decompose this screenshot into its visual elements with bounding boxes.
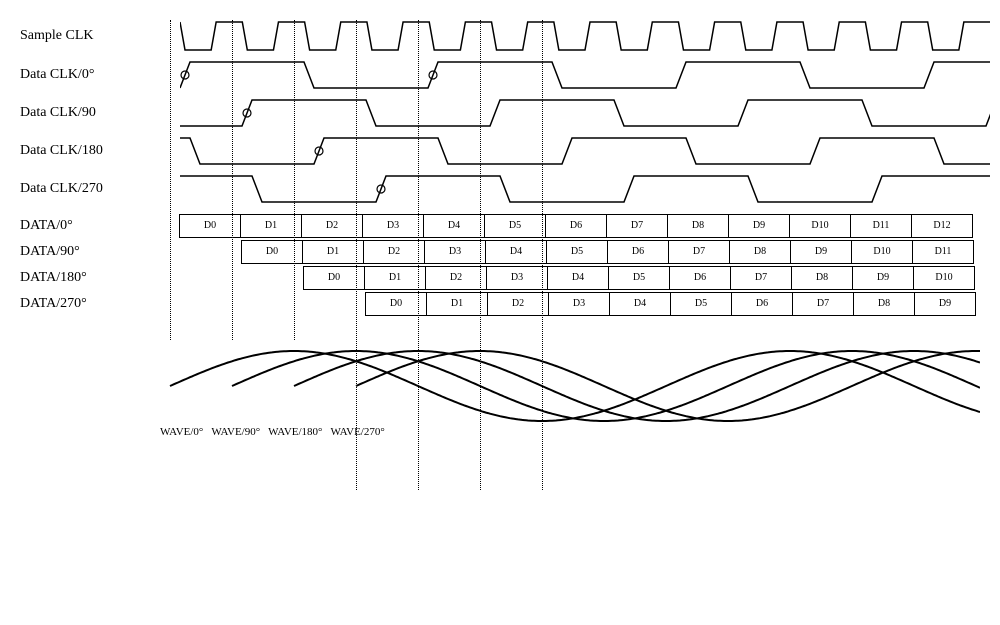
data-cell: D2: [301, 214, 363, 238]
timing-diagram: Sample CLK Data CLK/0° Data CLK/90 Data CLK…: [20, 20, 980, 466]
data-cell: D2: [425, 266, 487, 290]
data-cell: D5: [546, 240, 608, 264]
data-cell: D7: [730, 266, 792, 290]
data-cell: D6: [731, 292, 793, 316]
data-clk-180-signal: [180, 136, 990, 166]
data-clk-90-row: Data CLK/90: [20, 98, 980, 128]
data-clk-90-label: Data CLK/90: [20, 105, 180, 121]
data-cell: D1: [426, 292, 488, 316]
data-clk-0-row: Data CLK/0°: [20, 60, 980, 90]
data-90-label: DATA/90°: [20, 244, 180, 260]
data-clk-0-signal: [180, 60, 990, 90]
data-0-row: DATA/0°D0D1D2D3D4D5D6D7D8D9D10D11D12: [20, 214, 980, 238]
wave-area: WAVE/0° WAVE/90° WAVE/180° WAVE/270°: [20, 346, 980, 466]
data-cell: D8: [729, 240, 791, 264]
data-cell: D6: [607, 240, 669, 264]
data-cell: D0: [241, 240, 303, 264]
data-cell: D9: [852, 266, 914, 290]
data-clk-270-label: Data CLK/270: [20, 181, 180, 197]
data-cell: D4: [547, 266, 609, 290]
data-cell: D1: [240, 214, 302, 238]
data-cell: D5: [670, 292, 732, 316]
data-0-cells: D0D1D2D3D4D5D6D7D8D9D10D11D12: [180, 214, 980, 238]
data-cell: D8: [853, 292, 915, 316]
data-clk-0-label: Data CLK/0°: [20, 67, 180, 83]
data-cell: D1: [364, 266, 426, 290]
data-cell: D6: [669, 266, 731, 290]
data-180-cells: D0D1D2D3D4D5D6D7D8D9D10: [180, 266, 980, 290]
data-clk-180-label: Data CLK/180: [20, 143, 180, 159]
data-cell: D12: [911, 214, 973, 238]
data-cell: D7: [792, 292, 854, 316]
wave-label: WAVE/270°: [330, 426, 384, 438]
data-cell: D8: [667, 214, 729, 238]
wave-path: [294, 351, 980, 421]
data-cell: D5: [484, 214, 546, 238]
data-180-label: DATA/180°: [20, 270, 180, 286]
data-clk-270-row: Data CLK/270: [20, 174, 980, 204]
data-cell: D3: [424, 240, 486, 264]
data-cell: D10: [913, 266, 975, 290]
data-cell: D10: [851, 240, 913, 264]
data-cell: D4: [423, 214, 485, 238]
offset-spacer: [180, 292, 366, 316]
data-cell: D3: [486, 266, 548, 290]
data-cell: D2: [363, 240, 425, 264]
data-270-row: DATA/270°D0D1D2D3D4D5D6D7D8D9: [20, 292, 980, 316]
data-cell: D11: [850, 214, 912, 238]
data-cell: D10: [789, 214, 851, 238]
sample-clk-label: Sample CLK: [20, 28, 180, 44]
offset-spacer: [180, 240, 242, 264]
data-270-cells: D0D1D2D3D4D5D6D7D8D9: [180, 292, 980, 316]
sample-clk-row: Sample CLK: [20, 20, 980, 52]
data-clk-90-signal: [180, 98, 990, 128]
data-cell: D4: [485, 240, 547, 264]
data-cell: D11: [912, 240, 974, 264]
data-cell: D4: [609, 292, 671, 316]
data-0-label: DATA/0°: [20, 218, 180, 234]
data-cell: D1: [302, 240, 364, 264]
data-270-label: DATA/270°: [20, 296, 180, 312]
data-cell: D9: [790, 240, 852, 264]
wave-label: WAVE/0°: [160, 426, 203, 438]
data-cell: D5: [608, 266, 670, 290]
data-cell: D9: [728, 214, 790, 238]
data-180-row: DATA/180°D0D1D2D3D4D5D6D7D8D9D10: [20, 266, 980, 290]
wave-labels: WAVE/0° WAVE/90° WAVE/180° WAVE/270°: [160, 426, 393, 438]
data-cell: D6: [545, 214, 607, 238]
data-cell: D7: [606, 214, 668, 238]
data-cell: D3: [362, 214, 424, 238]
data-90-row: DATA/90°D0D1D2D3D4D5D6D7D8D9D10D11: [20, 240, 980, 264]
offset-spacer: [180, 266, 304, 290]
data-cell: D0: [303, 266, 365, 290]
data-clk-270-signal: [180, 174, 990, 204]
data-cell: D0: [365, 292, 427, 316]
data-cell: D9: [914, 292, 976, 316]
data-cell: D7: [668, 240, 730, 264]
sample-clk-signal: [180, 20, 990, 52]
data-cell: D0: [179, 214, 241, 238]
wave-label: WAVE/90°: [211, 426, 260, 438]
data-cell: D2: [487, 292, 549, 316]
data-clk-180-row: Data CLK/180: [20, 136, 980, 166]
data-90-cells: D0D1D2D3D4D5D6D7D8D9D10D11: [180, 240, 980, 264]
wave-label: WAVE/180°: [268, 426, 322, 438]
data-cell: D8: [791, 266, 853, 290]
data-cell: D3: [548, 292, 610, 316]
